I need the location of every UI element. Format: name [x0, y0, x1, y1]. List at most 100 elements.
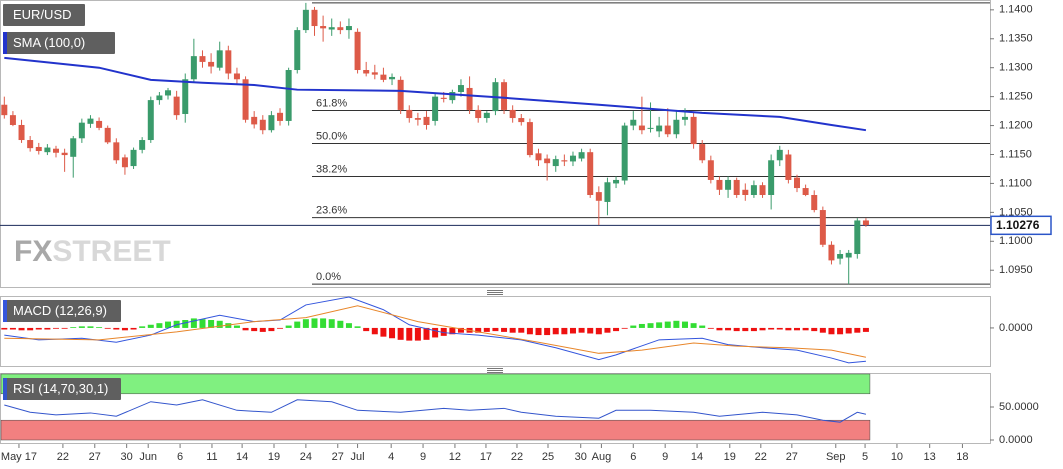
histogram-bar — [18, 327, 25, 331]
histogram-bar — [328, 319, 335, 328]
line — [4, 305, 867, 358]
histogram-bar — [96, 327, 103, 328]
candle-body — [604, 182, 611, 202]
candle-body — [595, 192, 602, 201]
histogram-bar — [785, 327, 792, 331]
candle-body — [61, 152, 68, 156]
histogram-bar — [776, 327, 783, 330]
histogram-bar — [345, 323, 352, 328]
line — [4, 399, 867, 423]
candle-body — [742, 189, 749, 195]
x-tick-label: 17 — [480, 451, 492, 463]
histogram-bar — [673, 320, 680, 328]
candle-body — [87, 118, 94, 124]
histogram-bar — [397, 327, 404, 340]
candle-body — [345, 26, 352, 31]
histogram-bar — [190, 318, 197, 328]
x-tick-label: 22 — [57, 451, 69, 463]
histogram-bar — [294, 321, 301, 328]
candle-body — [337, 27, 344, 31]
histogram-bar — [78, 326, 85, 328]
watermark-street: STREET — [52, 235, 170, 268]
candle-body — [733, 179, 740, 195]
histogram-bar — [147, 324, 154, 328]
y-tick-label: 1.1050 — [999, 206, 1033, 218]
candle-body — [9, 115, 16, 125]
candle-body — [199, 56, 206, 62]
legend-label: RSI (14,70,30,1) — [13, 381, 108, 396]
histogram-bar — [854, 327, 861, 333]
candle-body — [768, 160, 775, 195]
candle-body — [785, 154, 792, 180]
histogram-bar — [681, 321, 688, 328]
histogram-bar — [768, 327, 775, 330]
histogram-bar — [544, 327, 551, 336]
x-tick-label: 14 — [236, 451, 248, 463]
y-tick-label: 1.1150 — [999, 148, 1032, 160]
histogram-bar — [121, 327, 128, 331]
histogram-bar — [630, 325, 637, 328]
candle-body — [225, 50, 232, 74]
candle-body — [449, 92, 456, 101]
candle-body — [294, 30, 301, 71]
histogram-bar — [518, 327, 525, 333]
candle-body — [440, 97, 447, 99]
candle-body — [406, 109, 413, 119]
histogram-bar — [587, 327, 594, 334]
histogram-bar — [845, 327, 852, 334]
y-tick-label: 1.1300 — [999, 62, 1033, 74]
histogram-bar — [156, 323, 163, 328]
x-tick-label: 9 — [420, 451, 426, 463]
candle-body — [621, 125, 628, 181]
candle-body — [432, 96, 439, 121]
rsi-band — [0, 373, 871, 395]
candle-body — [251, 116, 258, 125]
histogram-bar — [811, 327, 818, 332]
x-tick-label: 22 — [755, 451, 767, 463]
histogram-bar — [656, 322, 663, 328]
x-tick-label: 18 — [956, 451, 968, 463]
legend-label: EUR/USD — [13, 7, 72, 22]
x-tick-label: 6 — [177, 451, 183, 463]
candle-body — [561, 160, 568, 162]
candle-body — [156, 95, 163, 101]
candle-body — [656, 125, 663, 132]
candle-body — [1, 104, 8, 116]
histogram-bar — [802, 327, 809, 331]
histogram-bar — [862, 327, 869, 332]
histogram-bar — [440, 327, 447, 336]
candle-body — [837, 254, 844, 259]
candle-body — [259, 119, 266, 131]
candle-body — [457, 85, 464, 93]
histogram-bar — [552, 327, 559, 335]
candle-body — [35, 146, 42, 152]
x-tick-label: 12 — [449, 451, 461, 463]
candle-body — [371, 72, 378, 75]
legend-swatch — [3, 300, 7, 322]
x-tick-label: 27 — [332, 451, 344, 463]
candle-body — [139, 140, 146, 150]
histogram-bar — [733, 327, 740, 332]
fibonacci-label: 23.6% — [316, 204, 347, 216]
histogram-bar — [311, 318, 318, 328]
candle-body — [681, 116, 688, 120]
fibonacci-label: 50.0% — [316, 130, 347, 142]
panel-grip[interactable] — [487, 368, 503, 373]
candle-body — [104, 127, 111, 143]
panel-grip[interactable] — [487, 290, 503, 295]
candle-body — [819, 210, 826, 245]
histogram-bar — [647, 323, 654, 328]
histogram-bar — [225, 323, 232, 328]
fibonacci-label: 0.0% — [316, 271, 341, 283]
candle-body — [707, 160, 714, 180]
candle-body — [242, 79, 249, 120]
candle-body — [690, 116, 697, 145]
fibonacci-label: 100.0% — [316, 0, 354, 2]
histogram-bar — [113, 327, 120, 330]
histogram-bar — [371, 327, 378, 335]
histogram-bar — [535, 327, 542, 336]
histogram-bar — [406, 327, 413, 341]
x-tick-label: 9 — [662, 451, 668, 463]
histogram-bar — [725, 327, 732, 331]
